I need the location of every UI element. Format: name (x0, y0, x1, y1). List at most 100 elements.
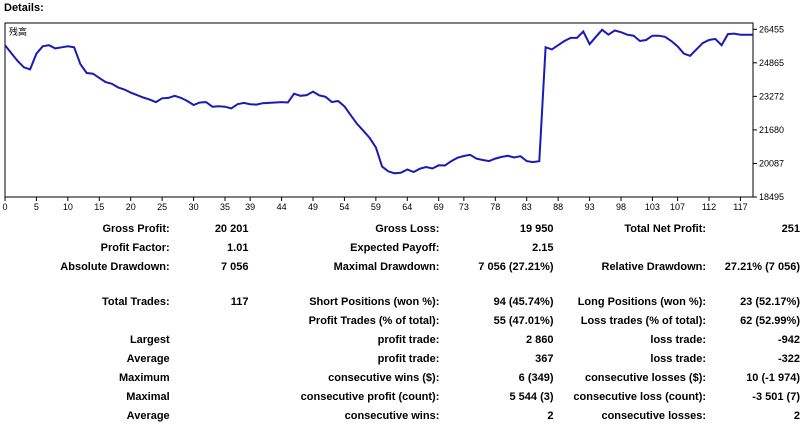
x-tick-label: 30 (189, 202, 199, 212)
profit-trades-value: 55 (47.01%) (493, 314, 554, 327)
short-positions-value: 94 (45.74%) (493, 295, 554, 308)
relative-drawdown-value: 27.21% (7 056) (724, 260, 800, 273)
x-tick-label: 10 (63, 202, 73, 212)
maximum-losses-label: consecutive losses ($): (584, 371, 707, 384)
y-tick-label: 18495 (759, 192, 784, 202)
x-tick-label: 78 (490, 202, 500, 212)
x-tick-label: 93 (585, 202, 595, 212)
total-net-profit-value: 251 (781, 222, 800, 235)
y-axis: 26455 24865 23272 21680 20087 18495 (753, 24, 784, 202)
maximal-profit-label: consecutive profit (count): (300, 390, 440, 403)
x-tick-label: 107 (670, 202, 685, 212)
total-trades-label: Total Trades: (102, 295, 170, 308)
expected-payoff-value: 2.15 (532, 241, 554, 254)
x-tick-label: 117 (733, 202, 747, 212)
x-axis: 0 5 10 15 20 25 30 35 39 44 49 54 59 64 69 73 78 83 88 93 98… (2, 197, 748, 212)
x-tick-label: 59 (371, 202, 381, 212)
stats-spacer (0, 276, 800, 292)
stats-row: Maximum consecutive wins ($): 6 (349) co… (0, 368, 800, 387)
profit-factor-value: 1.01 (227, 241, 249, 254)
stats-row: Profit Trades (% of total): 55 (47.01%) … (0, 311, 800, 330)
long-positions-label: Long Positions (won %): (577, 295, 707, 308)
maximal-label: Maximal (126, 390, 170, 403)
largest-profit-label: profit trade: (377, 333, 440, 346)
stats-row: Average consecutive wins: 2 consecutive … (0, 406, 800, 425)
average-profit-value: 367 (535, 352, 554, 365)
average-label: Average (126, 352, 170, 365)
x-tick-label: 5 (34, 202, 39, 212)
x-tick-label: 49 (308, 202, 318, 212)
long-positions-value: 23 (52.17%) (740, 295, 800, 308)
average-consecutive-losses-label: consecutive losses: (601, 409, 707, 422)
x-tick-label: 73 (459, 202, 469, 212)
gross-profit-value: 20 201 (214, 222, 249, 235)
balance-line (4, 28, 753, 175)
x-tick-label: 25 (157, 202, 167, 212)
stats-row: Largest profit trade: 2 860 loss trade: … (0, 330, 800, 349)
average-consecutive-wins-label: consecutive wins: (344, 409, 440, 422)
short-positions-label: Short Positions (won %): (309, 295, 440, 308)
y-tick-label: 26455 (759, 24, 784, 34)
absolute-drawdown-label: Absolute Drawdown: (60, 260, 170, 273)
x-tick-label: 103 (645, 202, 660, 212)
stats-row: Absolute Drawdown: 7 056 Maximal Drawdow… (0, 257, 800, 276)
y-tick-label: 21680 (759, 125, 784, 135)
maximal-drawdown-label: Maximal Drawdown: (333, 260, 440, 273)
gross-loss-label: Gross Loss: (375, 222, 440, 235)
loss-trades-label: Loss trades (% of total): (580, 314, 707, 327)
maximal-profit-value: 5 544 (3) (509, 390, 554, 403)
profit-trades-label: Profit Trades (% of total): (308, 314, 440, 327)
x-tick-label: 15 (94, 202, 104, 212)
stats-row: Gross Profit: 20 201 Gross Loss: 19 950 … (0, 219, 800, 238)
x-tick-label: 0 (2, 202, 7, 212)
average-loss-label: loss trade: (650, 352, 707, 365)
largest-loss-label: loss trade: (650, 333, 707, 346)
maximal-loss-value: -3 501 (7) (752, 390, 800, 403)
stats-row: Maximal consecutive profit (count): 5 54… (0, 387, 800, 406)
expected-payoff-label: Expected Payoff: (350, 241, 440, 254)
largest-loss-value: -942 (777, 333, 800, 346)
maximum-losses-value: 10 (-1 974) (746, 371, 800, 384)
maximum-wins-label: consecutive wins ($): (328, 371, 440, 384)
profit-factor-label: Profit Factor: (100, 241, 170, 254)
largest-profit-value: 2 860 (525, 333, 554, 346)
maximum-wins-value: 6 (349) (518, 371, 554, 384)
x-tick-label: 44 (277, 202, 287, 212)
relative-drawdown-label: Relative Drawdown: (601, 260, 707, 273)
x-tick-label: 20 (126, 202, 136, 212)
gross-profit-label: Gross Profit: (102, 222, 170, 235)
y-tick-label: 20087 (759, 158, 784, 168)
maximal-loss-label: consecutive loss (count): (573, 390, 707, 403)
total-trades-value: 117 (230, 295, 249, 308)
x-tick-label: 88 (553, 202, 563, 212)
balance-chart: 残高 26455 24865 23272 21680 20087 18495 0 5 10 15… (2, 22, 784, 212)
section-title: Details: (4, 2, 44, 14)
chart-plot-area (4, 22, 754, 198)
x-tick-label: 35 (220, 202, 230, 212)
average-profit-label: profit trade: (377, 352, 440, 365)
x-tick-label: 112 (702, 202, 716, 212)
x-tick-label: 39 (245, 202, 255, 212)
x-tick-label: 98 (616, 202, 626, 212)
total-net-profit-label: Total Net Profit: (624, 222, 707, 235)
average-loss-value: -322 (777, 352, 800, 365)
y-tick-label: 23272 (759, 91, 784, 101)
maximal-drawdown-value: 7 056 (27.21%) (478, 260, 554, 273)
average-consecutive-label: Average (126, 409, 170, 422)
y-tick-label: 24865 (759, 58, 784, 68)
stats-row: Profit Factor: 1.01 Expected Payoff: 2.1… (0, 238, 800, 257)
x-tick-label: 54 (339, 202, 349, 212)
loss-trades-value: 62 (52.99%) (740, 314, 800, 327)
average-consecutive-wins-value: 2 (547, 409, 554, 422)
absolute-drawdown-value: 7 056 (220, 260, 249, 273)
stats-table: Gross Profit: 20 201 Gross Loss: 19 950 … (0, 219, 800, 425)
gross-loss-value: 19 950 (519, 222, 554, 235)
x-tick-label: 64 (402, 202, 412, 212)
average-consecutive-losses-value: 2 (793, 409, 800, 422)
x-tick-label: 83 (522, 202, 532, 212)
x-tick-label: 69 (434, 202, 444, 212)
chart-legend-label: 残高 (9, 26, 27, 37)
stats-row: Total Trades: 117 Short Positions (won %… (0, 292, 800, 311)
largest-label: Largest (129, 333, 170, 346)
maximum-label: Maximum (118, 371, 170, 384)
